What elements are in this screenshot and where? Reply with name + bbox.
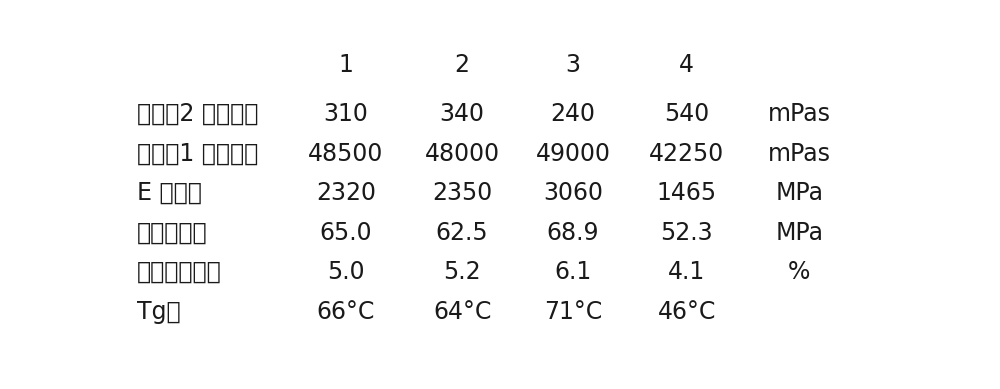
Text: 340: 340 — [440, 102, 485, 126]
Text: mPas: mPas — [768, 102, 831, 126]
Text: 抗拉强度：: 抗拉强度： — [137, 221, 207, 245]
Text: 52.3: 52.3 — [661, 221, 713, 245]
Text: 62.5: 62.5 — [436, 221, 488, 245]
Text: 3060: 3060 — [543, 181, 603, 205]
Text: 6.1: 6.1 — [554, 260, 592, 284]
Text: 4.1: 4.1 — [668, 260, 706, 284]
Text: mPas: mPas — [768, 142, 831, 166]
Text: 71°C: 71°C — [544, 300, 602, 324]
Text: 64°C: 64°C — [433, 300, 491, 324]
Text: 66°C: 66°C — [317, 300, 375, 324]
Text: 粘度（2 分钟）：: 粘度（2 分钟）： — [137, 102, 258, 126]
Text: 5.2: 5.2 — [443, 260, 481, 284]
Text: 240: 240 — [550, 102, 595, 126]
Text: Tg：: Tg： — [137, 300, 180, 324]
Text: MPa: MPa — [775, 221, 823, 245]
Text: %: % — [788, 260, 810, 284]
Text: 5.0: 5.0 — [327, 260, 365, 284]
Text: 2: 2 — [455, 53, 470, 77]
Text: 540: 540 — [664, 102, 710, 126]
Text: 46°C: 46°C — [658, 300, 716, 324]
Text: 48000: 48000 — [425, 142, 500, 166]
Text: 48500: 48500 — [308, 142, 384, 166]
Text: 68.9: 68.9 — [547, 221, 599, 245]
Text: 3: 3 — [565, 53, 580, 77]
Text: 42250: 42250 — [649, 142, 724, 166]
Text: 4: 4 — [679, 53, 694, 77]
Text: 49000: 49000 — [535, 142, 610, 166]
Text: 65.0: 65.0 — [320, 221, 372, 245]
Text: 断裂伸长率：: 断裂伸长率： — [137, 260, 221, 284]
Text: 2320: 2320 — [316, 181, 376, 205]
Text: MPa: MPa — [775, 181, 823, 205]
Text: 2350: 2350 — [432, 181, 492, 205]
Text: 310: 310 — [323, 102, 368, 126]
Text: 1: 1 — [338, 53, 353, 77]
Text: 1465: 1465 — [657, 181, 717, 205]
Text: E 模量：: E 模量： — [137, 181, 202, 205]
Text: 粘度（1 小时）：: 粘度（1 小时）： — [137, 142, 258, 166]
